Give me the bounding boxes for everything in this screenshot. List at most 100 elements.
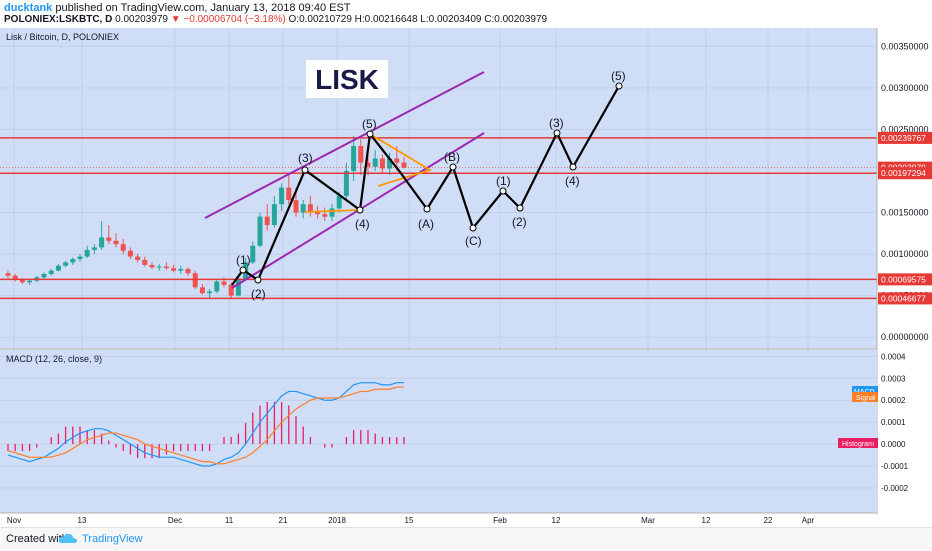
candle-body xyxy=(70,259,76,263)
price-tag-label: 0.00239767 xyxy=(881,133,926,143)
time-tick-label: 21 xyxy=(279,516,288,525)
candle-body xyxy=(55,265,61,271)
macd-tick-label: 0.0002 xyxy=(881,396,906,405)
candle-body xyxy=(91,247,97,250)
candle-body xyxy=(5,273,11,276)
candle-body xyxy=(394,158,400,163)
wave-point[interactable] xyxy=(366,130,374,138)
macd-tick-label: 0.0001 xyxy=(881,418,906,427)
wave-label: (3) xyxy=(549,116,564,130)
time-axis-bg xyxy=(0,513,877,526)
candle-body xyxy=(27,280,33,283)
candle-body xyxy=(142,259,148,265)
wave-points xyxy=(239,82,623,284)
candle-body xyxy=(293,200,299,213)
time-tick-label: 13 xyxy=(78,516,87,525)
chart-area[interactable]: Lisk / Bitcoin, D, POLONIEX (1) xyxy=(0,26,932,526)
macd-axis-ticks: 0.0004 0.0003 0.0002 0.0001 0.0000 -0.0001 -0.… xyxy=(881,352,909,493)
candle-body xyxy=(257,216,263,246)
candle-body xyxy=(322,214,328,217)
candle-body xyxy=(19,279,25,283)
candle-body xyxy=(372,158,378,167)
candle-body xyxy=(77,256,83,260)
footer-bar: Created with TradingView xyxy=(0,527,932,551)
wave-label: (4) xyxy=(565,174,580,188)
tradingview-brand[interactable]: TradingView xyxy=(82,533,143,545)
macd-histogram xyxy=(7,401,405,459)
wave-label: (B) xyxy=(444,150,460,164)
time-tick-label: 15 xyxy=(405,516,414,525)
wave-label: (5) xyxy=(611,69,626,83)
candle-body xyxy=(48,270,54,275)
time-tick-label: Apr xyxy=(802,516,815,525)
wave-point[interactable] xyxy=(615,82,623,90)
candle-body xyxy=(120,244,126,251)
lisk-badge-bg xyxy=(306,60,388,98)
candle-body xyxy=(199,287,205,294)
candle-body xyxy=(351,146,357,171)
price-change: ▼ −0.00006704 (−3.18%) xyxy=(170,14,286,25)
macd-pane-bg xyxy=(0,350,877,513)
histogram-tag xyxy=(838,438,878,448)
candle-body xyxy=(84,249,90,257)
published-text: published on TradingView.com, January 13… xyxy=(55,2,351,14)
candle-body xyxy=(315,212,321,215)
wave-point[interactable] xyxy=(553,129,561,137)
candle-body xyxy=(379,158,385,169)
candle-body xyxy=(329,208,335,217)
publish-info: ducktank published on TradingView.com, J… xyxy=(4,2,351,14)
candle-body xyxy=(279,187,285,205)
wave-point[interactable] xyxy=(499,187,507,195)
wave-point[interactable] xyxy=(516,204,524,212)
price-tag-label: 0.00046677 xyxy=(881,293,926,303)
wave-point[interactable] xyxy=(356,206,364,214)
wave-label: (4) xyxy=(355,217,370,231)
price-tag-bg xyxy=(878,292,932,305)
wave-point[interactable] xyxy=(469,224,477,232)
candle-body xyxy=(307,204,313,213)
candle-body xyxy=(264,216,270,225)
time-tick-label: 11 xyxy=(225,516,234,525)
candle-body xyxy=(163,266,169,269)
candle-body xyxy=(185,269,191,274)
wave-point[interactable] xyxy=(239,266,247,274)
signal-tag-label: Signal xyxy=(856,395,876,402)
wave-point[interactable] xyxy=(301,166,309,174)
macd-tick-label: 0.0000 xyxy=(881,440,906,449)
price-tick-label: 0.00000000 xyxy=(881,332,929,342)
resistance-lines xyxy=(0,137,877,300)
candle-body xyxy=(207,291,213,294)
chart-svg[interactable]: Lisk / Bitcoin, D, POLONIEX (1) xyxy=(0,26,932,526)
lisk-title: LISK xyxy=(315,64,379,95)
wave-point[interactable] xyxy=(254,276,262,284)
symbol-name: POLONIEX:LSKBTC, D xyxy=(4,14,113,25)
price-tag-label: 0.00197294 xyxy=(881,168,926,178)
candle-body xyxy=(178,269,184,271)
wave-point[interactable] xyxy=(569,163,577,171)
symbol-info: POLONIEX:LSKBTC, D 0.00203979 ▼ −0.00006… xyxy=(4,14,547,25)
last-price: 0.00203979 xyxy=(115,14,168,25)
price-tick-label: 0.00350000 xyxy=(881,41,929,51)
candle-body xyxy=(336,195,342,209)
macd-tick-label: 0.0004 xyxy=(881,352,906,361)
candle-body xyxy=(250,245,256,263)
time-tick-label: Mar xyxy=(641,516,655,525)
wave-point[interactable] xyxy=(423,205,431,213)
wave-label: (1) xyxy=(236,253,251,267)
candle-body xyxy=(286,187,292,201)
macd-gridlines xyxy=(0,355,877,489)
candle-body xyxy=(127,250,133,257)
author-link[interactable]: ducktank xyxy=(4,2,53,14)
wave-label: (1) xyxy=(496,174,511,188)
tradingview-cloud-icon[interactable] xyxy=(58,532,78,544)
price-tick-label: 0.00300000 xyxy=(881,83,929,93)
candle-body xyxy=(300,204,306,213)
macd-tick-label: -0.0002 xyxy=(881,484,909,493)
candle-body xyxy=(113,240,119,245)
price-tags: 0.002397670.002039790.001972940.00069575… xyxy=(878,131,932,305)
candle-body xyxy=(401,162,407,168)
candle-body xyxy=(12,275,18,280)
triangle-pattern-2 xyxy=(369,133,433,187)
wave-point[interactable] xyxy=(449,163,457,171)
wave-label: (5) xyxy=(362,117,377,131)
